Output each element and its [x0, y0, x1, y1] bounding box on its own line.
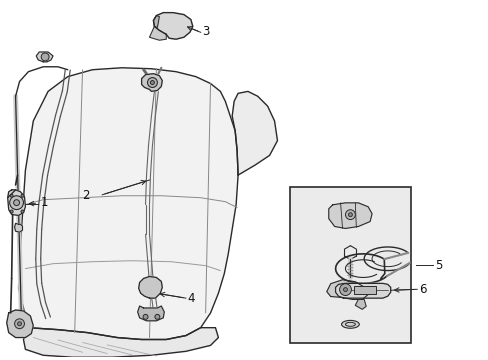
Polygon shape [232, 91, 277, 175]
Text: 2: 2 [82, 189, 90, 202]
Polygon shape [139, 276, 162, 298]
Text: 5: 5 [434, 258, 442, 271]
Polygon shape [7, 310, 33, 338]
Ellipse shape [341, 320, 359, 328]
Circle shape [41, 53, 49, 61]
Polygon shape [15, 223, 22, 232]
Text: 3: 3 [202, 25, 210, 38]
Circle shape [10, 210, 13, 213]
Circle shape [339, 284, 351, 296]
Circle shape [18, 322, 21, 326]
Polygon shape [153, 15, 159, 27]
Circle shape [348, 213, 352, 217]
Circle shape [150, 81, 154, 85]
Polygon shape [355, 300, 366, 309]
Circle shape [14, 200, 20, 206]
Polygon shape [19, 68, 238, 339]
Circle shape [345, 210, 355, 220]
Circle shape [155, 314, 160, 319]
Text: 6: 6 [418, 283, 426, 296]
Bar [290, 187, 410, 343]
Circle shape [21, 210, 24, 213]
Text: 1: 1 [40, 196, 48, 209]
Text: 4: 4 [186, 292, 194, 305]
Polygon shape [8, 190, 25, 215]
Polygon shape [23, 328, 218, 357]
Polygon shape [138, 306, 164, 321]
Circle shape [143, 314, 148, 319]
Polygon shape [149, 26, 166, 40]
Circle shape [343, 288, 347, 292]
Polygon shape [153, 13, 192, 39]
Circle shape [147, 78, 157, 87]
Polygon shape [326, 280, 367, 300]
Bar [353, 286, 375, 294]
Circle shape [15, 319, 24, 329]
Circle shape [21, 194, 24, 197]
Polygon shape [36, 52, 53, 62]
Circle shape [10, 196, 23, 210]
Circle shape [10, 194, 13, 197]
Polygon shape [328, 203, 371, 229]
Polygon shape [142, 74, 162, 91]
Polygon shape [335, 283, 390, 298]
